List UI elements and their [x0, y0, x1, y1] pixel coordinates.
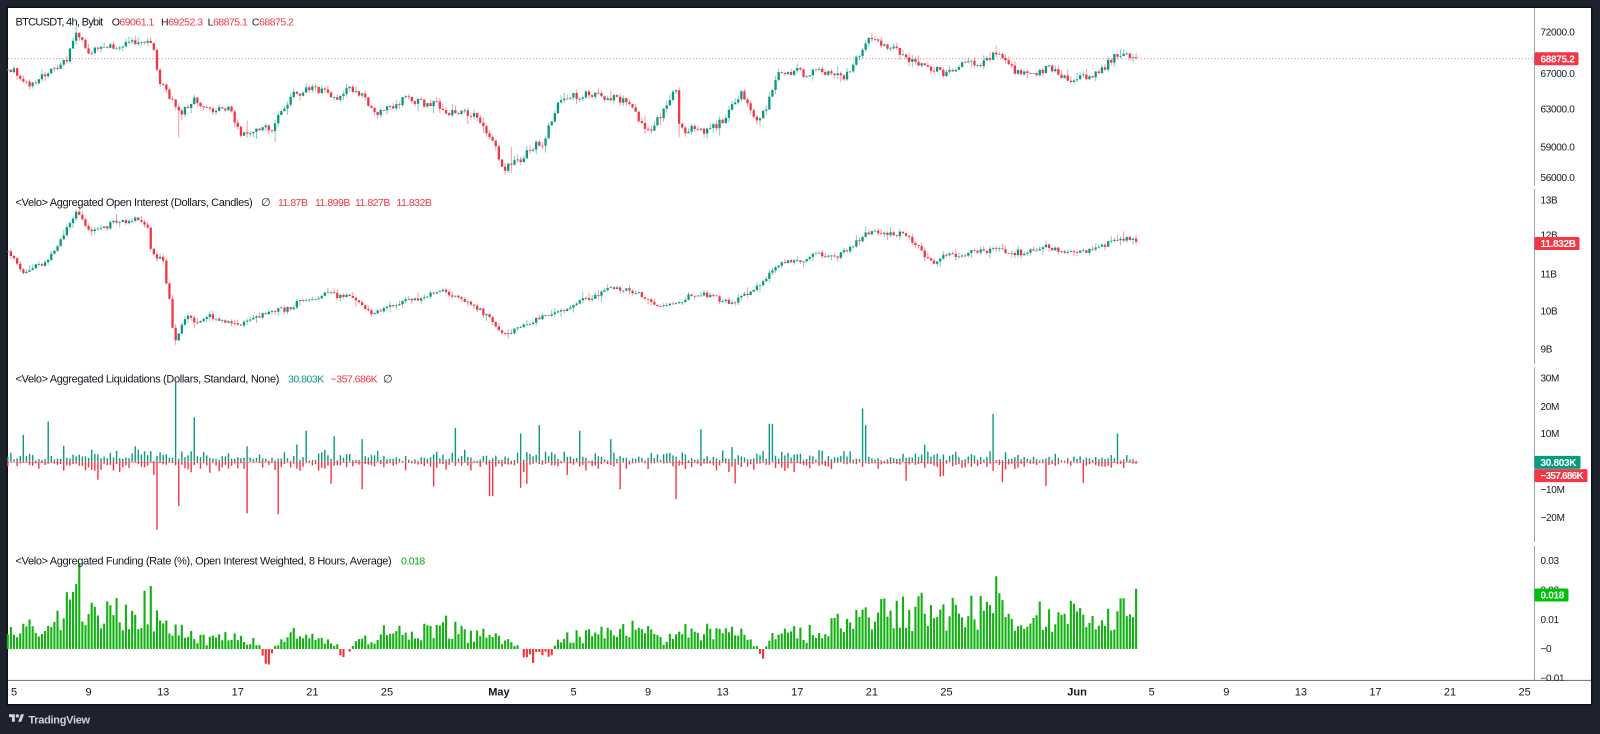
- svg-text:9: 9: [645, 687, 651, 699]
- svg-text:−357.686K: −357.686K: [1541, 471, 1585, 482]
- svg-text:68875.2: 68875.2: [1541, 54, 1576, 65]
- svg-text:0.018: 0.018: [401, 555, 425, 567]
- svg-text:May: May: [488, 687, 510, 699]
- svg-text:BTCUSDT, 4h, Bybit: BTCUSDT, 4h, Bybit: [16, 17, 104, 29]
- svg-text:0.03: 0.03: [1541, 556, 1560, 567]
- svg-text:21: 21: [866, 687, 878, 699]
- svg-text:5: 5: [570, 687, 576, 699]
- svg-text:−10M: −10M: [1541, 485, 1565, 496]
- svg-text:0.01: 0.01: [1541, 615, 1560, 626]
- svg-text:11B: 11B: [1541, 270, 1558, 281]
- svg-text:12B: 12B: [1541, 230, 1559, 241]
- svg-text:30.803K: 30.803K: [1541, 458, 1578, 469]
- svg-text:63000.0: 63000.0: [1541, 105, 1576, 116]
- svg-text:13: 13: [1295, 687, 1307, 699]
- svg-text:13B: 13B: [1541, 195, 1559, 206]
- svg-text:17: 17: [791, 687, 803, 699]
- svg-text:5: 5: [1149, 687, 1155, 699]
- svg-text:10B: 10B: [1541, 307, 1559, 318]
- svg-text:−0: −0: [1541, 644, 1553, 655]
- svg-text:9: 9: [1223, 687, 1229, 699]
- svg-text:<Velo> Aggregated Open Interes: <Velo> Aggregated Open Interest (Dollars…: [16, 197, 253, 209]
- svg-text:9B: 9B: [1541, 345, 1553, 356]
- svg-text:25: 25: [381, 687, 393, 699]
- svg-text:13: 13: [157, 687, 169, 699]
- svg-text:5: 5: [11, 687, 17, 699]
- svg-text:13: 13: [717, 687, 729, 699]
- svg-text:∅: ∅: [383, 374, 393, 386]
- svg-text:67000.0: 67000.0: [1541, 69, 1576, 80]
- svg-text:−20M: −20M: [1541, 513, 1565, 524]
- svg-text:∅: ∅: [261, 197, 271, 209]
- svg-text:17: 17: [232, 687, 244, 699]
- svg-text:−0.01: −0.01: [1541, 673, 1566, 684]
- svg-text:25: 25: [940, 687, 952, 699]
- svg-text:11.832B: 11.832B: [1541, 239, 1576, 250]
- svg-text:17: 17: [1369, 687, 1381, 699]
- svg-text:9: 9: [86, 687, 92, 699]
- svg-text:TradingView: TradingView: [29, 714, 91, 726]
- svg-text:56000.0: 56000.0: [1541, 173, 1576, 184]
- svg-text:59000.0: 59000.0: [1541, 143, 1576, 154]
- svg-text:10M: 10M: [1541, 429, 1560, 440]
- svg-text:72000.0: 72000.0: [1541, 28, 1576, 39]
- svg-text:<Velo> Aggregated Funding (Rat: <Velo> Aggregated Funding (Rate (%), Ope…: [16, 555, 392, 567]
- svg-text:30.803K−357.686K: 30.803K −357.686K: [288, 374, 378, 386]
- svg-text:Jun: Jun: [1067, 687, 1087, 699]
- svg-text:<Velo> Aggregated Liquidations: <Velo> Aggregated Liquidations (Dollars,…: [16, 374, 280, 386]
- svg-text:21: 21: [1444, 687, 1456, 699]
- svg-text:0.018: 0.018: [1541, 591, 1565, 602]
- svg-text:20M: 20M: [1541, 402, 1560, 413]
- svg-text:25: 25: [1519, 687, 1531, 699]
- svg-text:21: 21: [306, 687, 318, 699]
- svg-text:30M: 30M: [1541, 374, 1560, 385]
